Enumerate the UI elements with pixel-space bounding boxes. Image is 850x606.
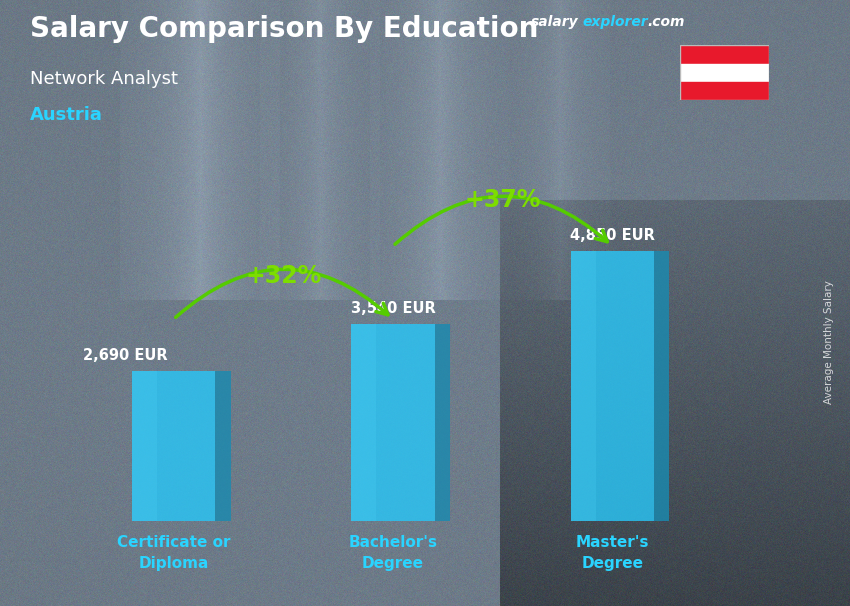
- Bar: [680, 82, 769, 100]
- Text: +32%: +32%: [245, 264, 321, 288]
- Bar: [570, 250, 654, 521]
- Text: 2,690 EUR: 2,690 EUR: [83, 348, 167, 363]
- Polygon shape: [215, 371, 230, 521]
- Text: 3,540 EUR: 3,540 EUR: [350, 301, 435, 316]
- Text: salary: salary: [531, 15, 579, 29]
- Polygon shape: [351, 324, 377, 521]
- Text: Average Monthly Salary: Average Monthly Salary: [824, 281, 834, 404]
- Text: .com: .com: [648, 15, 685, 29]
- Bar: [132, 371, 215, 521]
- Polygon shape: [434, 324, 450, 521]
- Bar: [351, 324, 434, 521]
- Bar: [680, 45, 769, 64]
- Text: Salary Comparison By Education: Salary Comparison By Education: [30, 15, 538, 43]
- Text: 4,850 EUR: 4,850 EUR: [570, 228, 654, 243]
- Polygon shape: [654, 250, 669, 521]
- Text: Austria: Austria: [30, 106, 103, 124]
- Text: Network Analyst: Network Analyst: [30, 70, 178, 88]
- Polygon shape: [132, 371, 157, 521]
- Text: explorer: explorer: [582, 15, 648, 29]
- Bar: [680, 64, 769, 82]
- Polygon shape: [570, 250, 596, 521]
- Text: +37%: +37%: [464, 187, 541, 211]
